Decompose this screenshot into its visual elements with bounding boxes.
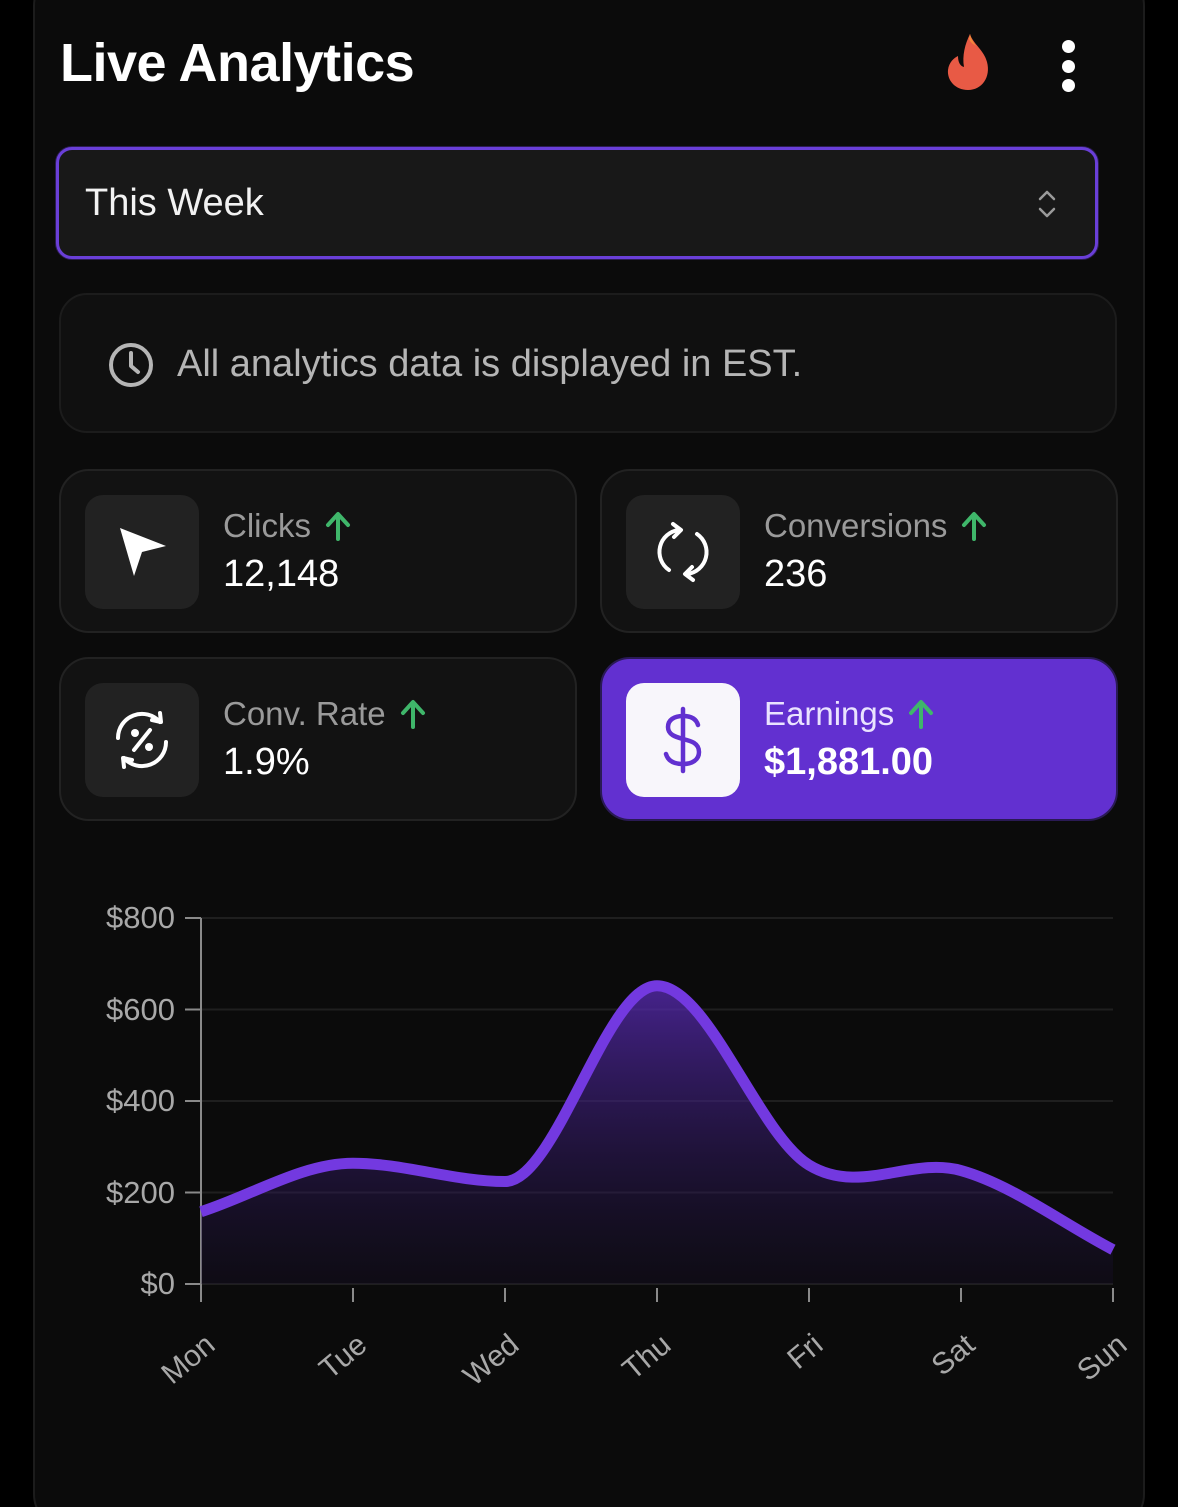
earnings-line [199,980,1116,1255]
chevron-up-down-icon [1038,190,1056,218]
stat-card-clicks[interactable]: Clicks 12,148 [59,469,577,633]
stat-label-text: Conversions [764,507,948,544]
earnings-area-chart[interactable] [0,880,1178,1440]
stat-label: Conv. Rate [223,695,428,733]
stat-icon-box [626,495,740,609]
dot [1061,79,1075,92]
stat-value: 236 [764,553,828,595]
more-options-button[interactable] [1050,36,1086,96]
earnings-area-fill [201,985,1113,1284]
stat-label-text: Clicks [223,507,311,544]
stat-label-text: Earnings [764,695,895,732]
period-select[interactable]: This Week [56,147,1098,259]
trend-up-icon [326,512,350,541]
stat-icon-box [626,683,740,797]
flame-icon[interactable] [940,30,996,96]
dollar-icon [663,706,702,774]
clock-icon [109,343,153,387]
stat-card-earnings[interactable]: Earnings $1,881.00 [600,657,1118,821]
stat-value: $1,881.00 [764,741,934,783]
timezone-notice: All analytics data is displayed in EST. [59,293,1117,433]
stat-label: Earnings [764,695,936,733]
trend-up-icon [909,700,934,729]
refresh-cycle-icon [657,522,709,582]
cursor-arrow-icon [120,528,166,576]
y-axis-tick-label: $800 [106,900,175,935]
stat-card-conversions[interactable]: Conversions 236 [600,469,1118,633]
page-title: Live Analytics [60,33,415,93]
timezone-notice-text: All analytics data is displayed in EST. [177,343,803,385]
percent-cycle-icon [115,711,169,769]
y-axis-tick-label: $600 [106,991,175,1027]
stat-label: Conversions [764,507,989,545]
stat-card-conv-rate[interactable]: Conv. Rate 1.9% [59,657,577,821]
header: Live Analytics [60,30,1120,100]
stat-value: 12,148 [223,553,340,595]
y-axis-tick-label: $200 [106,1174,175,1210]
stat-icon-box [85,683,199,797]
earnings-chart: $0 $200 $400 $600 $800 Mon Tue Wed Thu Fri Sat Sun [0,880,1178,1440]
dot [1061,59,1075,73]
trend-up-icon [400,700,425,729]
period-select-value: This Week [85,182,264,224]
y-axis-tick-label: $0 [140,1266,175,1301]
stat-label: Clicks [223,507,353,545]
y-axis-tick-label: $400 [106,1083,175,1118]
trend-up-icon [962,512,987,541]
dot [1061,40,1075,53]
stat-value: 1.9% [223,741,310,783]
stat-icon-box [85,495,199,609]
stat-label-text: Conv. Rate [223,695,386,732]
